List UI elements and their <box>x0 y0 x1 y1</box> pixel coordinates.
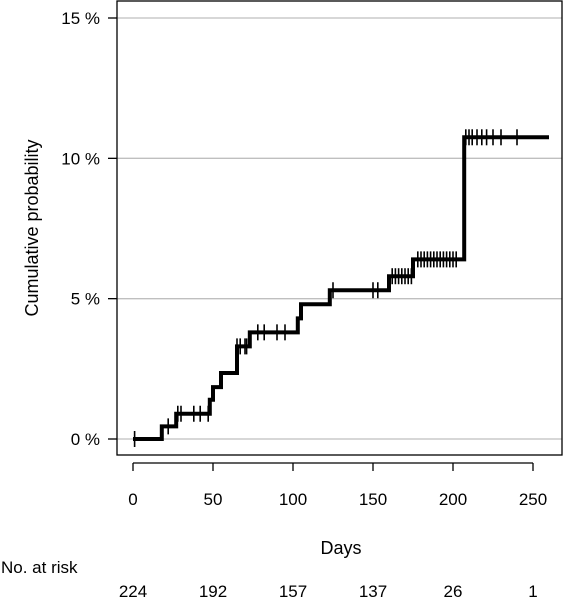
y-tick-label-0: 0 % <box>71 430 100 449</box>
x-tick-label-2: 100 <box>279 490 307 509</box>
y-tick-label-1: 5 % <box>71 290 100 309</box>
risk-count-4: 26 <box>444 582 463 601</box>
risk-count-5: 1 <box>528 582 537 601</box>
y-axis-title: Cumulative probability <box>22 139 42 316</box>
x-axis-title: Days <box>320 538 361 558</box>
risk-count-3: 137 <box>359 582 387 601</box>
risk-table: 224 192 157 137 26 1 <box>119 582 538 601</box>
y-tick-label-2: 10 % <box>61 149 100 168</box>
x-tick-label-5: 250 <box>519 490 547 509</box>
x-tick-label-0: 0 <box>128 490 137 509</box>
gridlines <box>117 17 562 440</box>
risk-count-1: 192 <box>199 582 227 601</box>
plot-frame <box>116 0 563 456</box>
x-tick-label-1: 50 <box>204 490 223 509</box>
x-axis: 0 50 100 150 200 250 <box>128 462 547 509</box>
censor-marks <box>133 129 518 447</box>
risk-count-0: 224 <box>119 582 147 601</box>
x-tick-label-3: 150 <box>359 490 387 509</box>
risk-table-label: No. at risk <box>1 558 78 577</box>
x-tick-label-4: 200 <box>439 490 467 509</box>
y-tick-label-3: 15 % <box>61 9 100 28</box>
y-axis: 0 % 5 % 10 % 15 % <box>61 9 117 449</box>
risk-count-2: 157 <box>279 582 307 601</box>
km-curve <box>133 135 549 441</box>
